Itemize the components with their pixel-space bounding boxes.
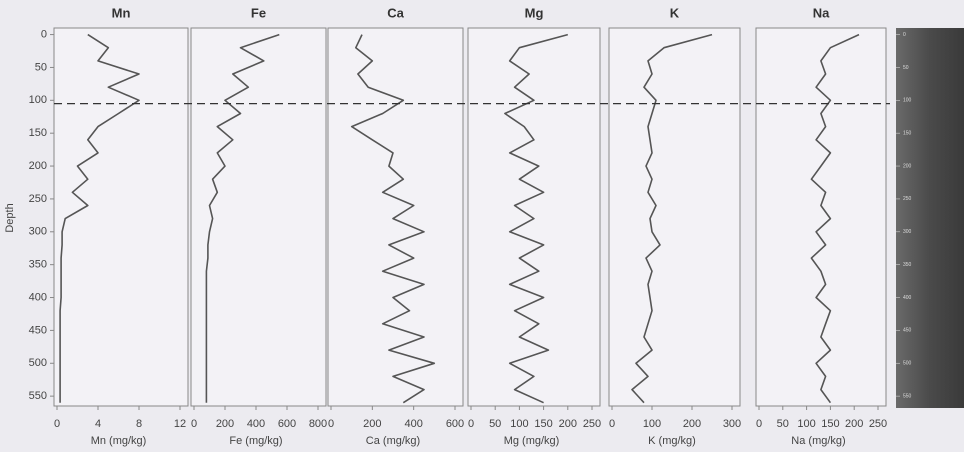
x-tick-label: 400 <box>404 418 422 430</box>
x-tick-label: 400 <box>247 418 265 430</box>
y-tick-label: 50 <box>35 61 47 73</box>
x-tick-label: 200 <box>559 418 577 430</box>
panel-frame <box>608 27 741 407</box>
x-tick-label: 0 <box>468 418 474 430</box>
y-tick-label: 250 <box>29 193 47 205</box>
core-tick-label: 200 <box>903 163 912 169</box>
x-tick-label: 200 <box>845 418 863 430</box>
panel-title: Mn <box>112 5 131 20</box>
x-tick-label: 4 <box>95 418 101 430</box>
x-axis-title: Mg (mg/kg) <box>504 435 560 447</box>
x-axis-title: Ca (mg/kg) <box>366 435 420 447</box>
core-tick-label: 300 <box>903 229 912 235</box>
x-tick-label: 8 <box>136 418 142 430</box>
y-tick-label: 300 <box>29 226 47 238</box>
x-tick-label: 0 <box>328 418 334 430</box>
profile-line <box>631 33 713 404</box>
profile-line <box>205 33 280 403</box>
x-tick-label: 200 <box>363 418 381 430</box>
core-tick-label: 500 <box>903 361 912 367</box>
panel-title: Na <box>813 5 830 20</box>
x-tick-label: 50 <box>489 418 501 430</box>
x-tick-label: 100 <box>643 418 661 430</box>
x-axis-title: Na (mg/kg) <box>791 435 845 447</box>
profile-line <box>504 33 569 404</box>
core-tick-label: 100 <box>903 98 912 104</box>
y-tick-label: 0 <box>41 28 47 40</box>
y-tick-label: 550 <box>29 390 47 402</box>
core-tick-label: 50 <box>903 65 909 71</box>
x-tick-label: 0 <box>54 418 60 430</box>
x-tick-label: 150 <box>534 418 552 430</box>
y-tick-label: 150 <box>29 127 47 139</box>
y-tick-label: 500 <box>29 357 47 369</box>
panel-title: Fe <box>251 5 266 20</box>
y-tick-label: 450 <box>29 324 47 336</box>
x-tick-label: 250 <box>583 418 601 430</box>
profile-line <box>350 34 436 404</box>
x-tick-label: 800 <box>309 418 327 430</box>
y-tick-label: 400 <box>29 291 47 303</box>
core-tick-label: 550 <box>903 393 912 399</box>
core-tick-label: 250 <box>903 196 912 202</box>
core-tick-label: 0 <box>903 32 906 38</box>
profile-line <box>59 33 140 403</box>
profile-line <box>810 33 860 404</box>
panel-frame <box>755 27 887 407</box>
x-tick-label: 150 <box>821 418 839 430</box>
panel-title: K <box>670 5 680 20</box>
x-tick-label: 600 <box>446 418 464 430</box>
x-tick-label: 12 <box>174 418 186 430</box>
x-axis-title: K (mg/kg) <box>648 435 696 447</box>
x-tick-label: 600 <box>278 418 296 430</box>
x-tick-label: 50 <box>777 418 789 430</box>
core-image <box>896 28 964 408</box>
panel-frame <box>467 27 601 407</box>
x-tick-label: 100 <box>510 418 528 430</box>
core-tick-label: 450 <box>903 328 912 334</box>
x-tick-label: 0 <box>191 418 197 430</box>
panel-title: Mg <box>525 5 544 20</box>
y-axis-title: Depth <box>4 203 16 232</box>
x-tick-label: 0 <box>609 418 615 430</box>
core-tick-label: 350 <box>903 262 912 268</box>
core-tick-label: 150 <box>903 131 912 137</box>
core-tick-label: 400 <box>903 295 912 301</box>
panel-frame <box>53 27 189 407</box>
y-tick-label: 350 <box>29 259 47 271</box>
panel-title: Ca <box>387 5 404 20</box>
x-tick-label: 100 <box>797 418 815 430</box>
x-tick-label: 200 <box>216 418 234 430</box>
y-tick-label: 100 <box>29 94 47 106</box>
y-tick-label: 200 <box>29 160 47 172</box>
x-tick-label: 250 <box>869 418 887 430</box>
x-tick-label: 200 <box>683 418 701 430</box>
x-tick-label: 0 <box>756 418 762 430</box>
panel-frame <box>190 27 327 407</box>
x-tick-label: 300 <box>723 418 741 430</box>
x-axis-title: Fe (mg/kg) <box>229 435 282 447</box>
x-axis-title: Mn (mg/kg) <box>91 435 147 447</box>
